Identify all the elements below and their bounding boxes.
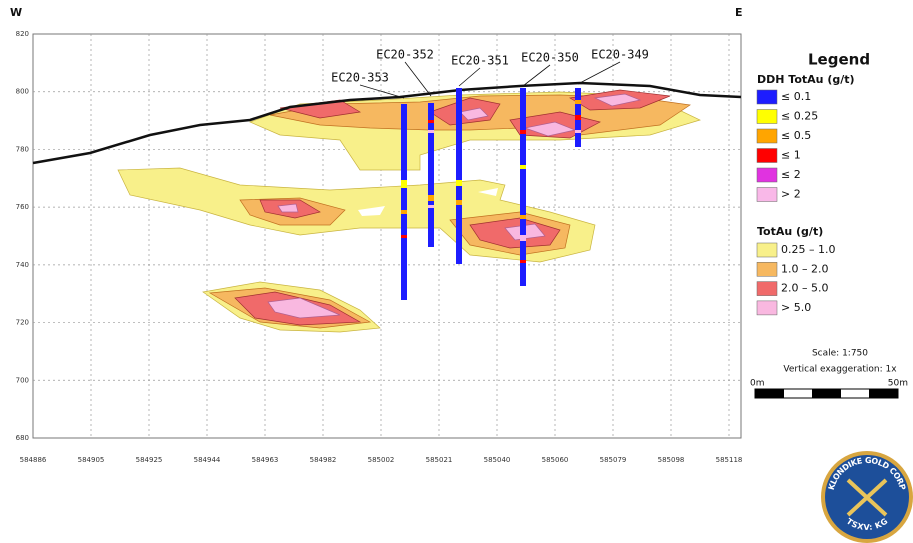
x-tick-label: 585118 xyxy=(716,456,743,464)
legend-swatch xyxy=(756,128,778,144)
assay-interval xyxy=(520,165,526,169)
drill-hole-label: EC20-352 xyxy=(376,48,434,62)
drill-hole xyxy=(456,88,462,264)
x-tick-label: 584944 xyxy=(194,456,221,464)
legend-swatch xyxy=(756,242,778,258)
assay-interval xyxy=(401,235,407,238)
drill-hole xyxy=(520,88,526,286)
assay-interval xyxy=(456,180,462,186)
scale-bar-segment xyxy=(869,389,898,398)
assay-interval xyxy=(520,215,526,219)
legend-swatch xyxy=(756,167,778,183)
x-tick-label: 585021 xyxy=(426,456,453,464)
drill-hole xyxy=(401,104,407,300)
legend-title: Legend xyxy=(808,51,870,69)
east-label: E xyxy=(735,6,743,19)
assay-interval xyxy=(428,195,434,201)
legend-label: 2.0 – 5.0 xyxy=(781,282,828,295)
scale-bar-segment xyxy=(755,389,784,398)
drill-hole-label: EC20-353 xyxy=(331,71,389,85)
logo-ticker: TSXV: KG xyxy=(845,516,889,531)
legend-label: ≤ 0.1 xyxy=(781,90,811,103)
scale-ratio: Scale: 1:750 xyxy=(812,349,868,359)
assay-interval xyxy=(575,100,581,104)
label-leader xyxy=(404,61,432,97)
legend-swatch xyxy=(756,300,778,316)
y-tick-label: 800 xyxy=(16,88,29,96)
x-tick-label: 584963 xyxy=(252,456,279,464)
assay-interval xyxy=(520,235,526,241)
legend-swatch xyxy=(756,89,778,105)
x-tick-label: 584925 xyxy=(136,456,163,464)
legend-label: ≤ 0.5 xyxy=(781,129,811,142)
assay-interval xyxy=(575,115,581,120)
x-tick-label: 584905 xyxy=(78,456,105,464)
y-tick-label: 820 xyxy=(16,30,29,38)
legend-label: > 5.0 xyxy=(781,301,811,314)
west-label: W xyxy=(10,6,22,19)
scale-exaggeration: Vertical exaggeration: 1x xyxy=(783,365,897,375)
scale-end: 50m xyxy=(888,379,908,389)
legend-label: 0.25 – 1.0 xyxy=(781,243,835,256)
drill-hole-label: EC20-351 xyxy=(451,54,509,68)
assay-interval xyxy=(575,130,581,133)
assay-interval xyxy=(428,205,434,208)
legend-swatch xyxy=(756,109,778,124)
assay-interval xyxy=(428,130,434,133)
label-leader xyxy=(458,67,481,87)
legend-section-title: TotAu (g/t) xyxy=(757,225,823,238)
legend-label: ≤ 2 xyxy=(781,168,801,181)
y-tick-label: 700 xyxy=(16,376,29,384)
y-tick-label: 780 xyxy=(16,145,29,153)
label-leader xyxy=(522,64,551,87)
logo: KLONDIKE GOLD CORP TSXV: KG xyxy=(821,451,913,543)
x-tick-label: 585098 xyxy=(658,456,685,464)
legend-swatch xyxy=(756,148,778,163)
label-leader xyxy=(577,61,621,85)
drill-hole-label: EC20-349 xyxy=(591,48,649,62)
scale-bar-segment xyxy=(812,389,841,398)
contours xyxy=(117,89,701,333)
x-tick-label: 585060 xyxy=(542,456,569,464)
legend-swatch xyxy=(756,281,778,296)
legend-label: ≤ 1 xyxy=(781,149,801,162)
legend-section-title: DDH TotAu (g/t) xyxy=(757,73,855,86)
y-tick-label: 740 xyxy=(16,261,29,269)
logo-tools xyxy=(846,478,888,517)
topography xyxy=(32,81,742,165)
scale-start: 0m xyxy=(750,379,765,389)
x-tick-label: 584982 xyxy=(310,456,337,464)
y-tick-label: 680 xyxy=(16,434,29,442)
legend-swatch xyxy=(756,187,778,202)
assay-interval xyxy=(401,210,407,214)
x-tick-label: 585002 xyxy=(368,456,395,464)
logo-ticker-path: TSXV: KG xyxy=(845,516,889,531)
x-tick-label: 585079 xyxy=(600,456,627,464)
assay-interval xyxy=(520,260,526,263)
x-tick-label: 585040 xyxy=(484,456,511,464)
plot-frame xyxy=(32,33,742,439)
drill-holes: EC20-353 EC20-352 EC20-351 EC20-350 EC20-349 xyxy=(331,48,649,300)
assay-interval xyxy=(456,200,462,205)
assay-interval xyxy=(401,180,407,188)
y-tick-label: 760 xyxy=(16,203,29,211)
drill-hole-label: EC20-350 xyxy=(521,51,579,65)
assay-interval xyxy=(428,120,434,123)
y-tick-label: 720 xyxy=(16,319,29,327)
legend-label: 1.0 – 2.0 xyxy=(781,262,828,275)
legend: Legend DDH TotAu (g/t) TotAu (g/t) Scale… xyxy=(750,51,908,399)
label-leader xyxy=(359,84,405,99)
x-tick-label: 584886 xyxy=(20,456,47,464)
drill-hole xyxy=(428,103,434,247)
assay-interval xyxy=(520,130,526,134)
legend-label: ≤ 0.25 xyxy=(781,110,818,123)
legend-label: > 2 xyxy=(781,188,801,201)
legend-swatch xyxy=(756,262,778,277)
